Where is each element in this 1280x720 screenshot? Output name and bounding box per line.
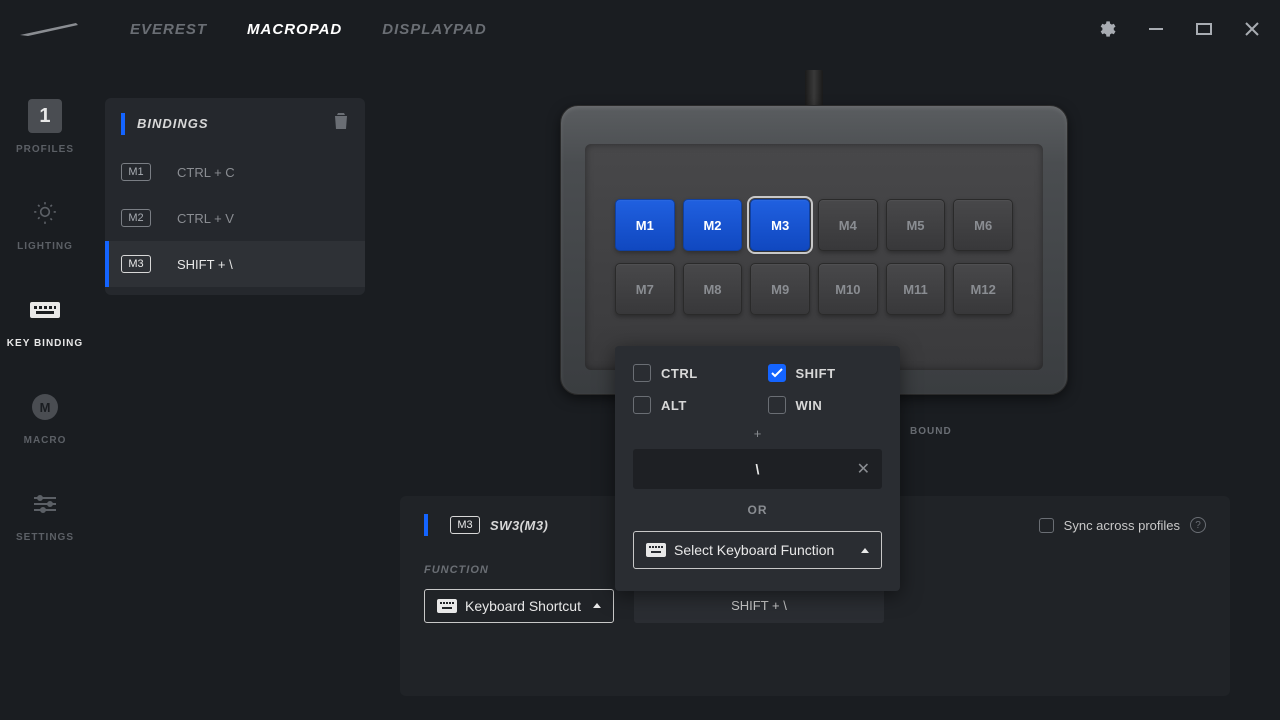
dropdown-label: Keyboard Shortcut bbox=[465, 598, 581, 614]
config-key-badge: M3 bbox=[450, 516, 480, 534]
sync-label: Sync across profiles bbox=[1064, 518, 1180, 533]
bindings-panel: BINDINGS M1 CTRL + C M2 CTRL + V M3 SHIF… bbox=[105, 98, 365, 295]
sync-checkbox[interactable] bbox=[1039, 518, 1054, 533]
modifier-label: ALT bbox=[661, 398, 687, 413]
accent-bar bbox=[121, 113, 125, 135]
sidebar-label-keybinding: KEY BINDING bbox=[7, 338, 83, 349]
modifier-label: CTRL bbox=[661, 366, 698, 381]
modifier-label: WIN bbox=[796, 398, 823, 413]
topbar: EVEREST MACROPAD DISPLAYPAD bbox=[0, 0, 1280, 58]
function-dropdown[interactable]: Keyboard Shortcut bbox=[424, 589, 614, 623]
macro-key-m6[interactable]: M6 bbox=[953, 199, 1013, 251]
sidebar-label-settings: SETTINGS bbox=[16, 532, 74, 543]
caret-up-icon bbox=[593, 603, 601, 608]
macro-key-m9[interactable]: M9 bbox=[750, 263, 810, 315]
caret-up-icon bbox=[861, 548, 869, 553]
key-badge: M1 bbox=[121, 163, 151, 181]
checkbox[interactable] bbox=[768, 396, 786, 414]
sidebar-item-profiles[interactable]: 1 PROFILES bbox=[16, 98, 74, 155]
macro-key-m12[interactable]: M12 bbox=[953, 263, 1013, 315]
window-controls bbox=[1096, 19, 1260, 39]
tab-displaypad[interactable]: DISPLAYPAD bbox=[382, 21, 486, 38]
keyboard-icon bbox=[646, 543, 666, 557]
sliders-icon bbox=[27, 486, 63, 522]
macro-key-m2[interactable]: M2 bbox=[683, 199, 743, 251]
macro-key-m11[interactable]: M11 bbox=[886, 263, 946, 315]
device-tabs: EVEREST MACROPAD DISPLAYPAD bbox=[130, 21, 487, 38]
shortcut-popup: CTRL SHIFT ALT WIN + \ ✕ OR Select Keybo… bbox=[615, 346, 900, 591]
bound-legend: BOUND bbox=[910, 426, 952, 437]
tab-everest[interactable]: EVEREST bbox=[130, 21, 207, 38]
modifier-grid: CTRL SHIFT ALT WIN bbox=[633, 364, 882, 414]
close-icon[interactable] bbox=[1244, 21, 1260, 37]
key-input-value: \ bbox=[756, 461, 760, 477]
sidebar-item-settings[interactable]: SETTINGS bbox=[16, 486, 74, 543]
modifier-shift[interactable]: SHIFT bbox=[768, 364, 883, 382]
binding-label: SHIFT + \ bbox=[177, 257, 233, 272]
checkbox[interactable] bbox=[633, 364, 651, 382]
macro-icon: M bbox=[27, 389, 63, 425]
logo bbox=[20, 19, 90, 39]
checkbox[interactable] bbox=[768, 364, 786, 382]
binding-label: CTRL + C bbox=[177, 165, 235, 180]
select-keyboard-function-button[interactable]: Select Keyboard Function bbox=[633, 531, 882, 569]
lightbulb-icon bbox=[27, 195, 63, 231]
macro-key-m7[interactable]: M7 bbox=[615, 263, 675, 315]
maximize-icon[interactable] bbox=[1196, 21, 1212, 37]
macro-key-m10[interactable]: M10 bbox=[818, 263, 878, 315]
sync-area: Sync across profiles ? bbox=[1039, 517, 1206, 533]
sidebar-label-profiles: PROFILES bbox=[16, 144, 74, 155]
keyboard-icon bbox=[27, 292, 63, 328]
function-row: Keyboard Shortcut SHIFT + \ bbox=[424, 588, 1206, 623]
left-sidebar: 1 PROFILES LIGHTING KEY BINDING M MACRO … bbox=[0, 58, 90, 720]
modifier-win[interactable]: WIN bbox=[768, 396, 883, 414]
config-title: SW3(M3) bbox=[490, 518, 548, 533]
trash-icon[interactable] bbox=[333, 112, 349, 135]
sidebar-label-macro: MACRO bbox=[24, 435, 67, 446]
checkbox[interactable] bbox=[633, 396, 651, 414]
modifier-label: SHIFT bbox=[796, 366, 836, 381]
macro-key-m5[interactable]: M5 bbox=[886, 199, 946, 251]
profile-number: 1 bbox=[28, 99, 62, 133]
binding-row-m1[interactable]: M1 CTRL + C bbox=[105, 149, 365, 195]
tab-macropad[interactable]: MACROPAD bbox=[247, 21, 342, 38]
sidebar-item-macro[interactable]: M MACRO bbox=[24, 389, 67, 446]
or-separator: OR bbox=[633, 503, 882, 517]
minimize-icon[interactable] bbox=[1148, 21, 1164, 37]
gear-icon[interactable] bbox=[1096, 19, 1116, 39]
macro-key-m4[interactable]: M4 bbox=[818, 199, 878, 251]
macro-key-m8[interactable]: M8 bbox=[683, 263, 743, 315]
modifier-ctrl[interactable]: CTRL bbox=[633, 364, 748, 382]
key-badge: M2 bbox=[121, 209, 151, 227]
sidebar-label-lighting: LIGHTING bbox=[17, 241, 73, 252]
help-icon[interactable]: ? bbox=[1190, 517, 1206, 533]
key-badge: M3 bbox=[121, 255, 151, 273]
bindings-title: BINDINGS bbox=[137, 116, 209, 131]
key-input[interactable]: \ ✕ bbox=[633, 449, 882, 489]
binding-label: CTRL + V bbox=[177, 211, 234, 226]
modifier-alt[interactable]: ALT bbox=[633, 396, 748, 414]
binding-row-m3[interactable]: M3 SHIFT + \ bbox=[105, 241, 365, 287]
plus-separator: + bbox=[633, 426, 882, 441]
sidebar-item-lighting[interactable]: LIGHTING bbox=[17, 195, 73, 252]
keyboard-icon bbox=[437, 599, 457, 613]
macro-key-m1[interactable]: M1 bbox=[615, 199, 675, 251]
bindings-header: BINDINGS bbox=[105, 98, 365, 149]
clear-icon[interactable]: ✕ bbox=[857, 459, 870, 479]
key-row-1: M1 M2 M3 M4 M5 M6 bbox=[615, 199, 1013, 251]
device-area: M1 M2 M3 M4 M5 M6 M7 M8 M9 M10 M11 M12 bbox=[560, 70, 1070, 390]
sidebar-item-keybinding[interactable]: KEY BINDING bbox=[7, 292, 83, 349]
button-label: Select Keyboard Function bbox=[674, 542, 834, 558]
key-row-2: M7 M8 M9 M10 M11 M12 bbox=[615, 263, 1013, 315]
shortcut-display: SHIFT + \ bbox=[634, 588, 884, 623]
accent-bar bbox=[424, 514, 428, 536]
binding-row-m2[interactable]: M2 CTRL + V bbox=[105, 195, 365, 241]
device-cable bbox=[805, 70, 823, 110]
macro-key-m3[interactable]: M3 bbox=[750, 199, 810, 251]
device-keygrid: M1 M2 M3 M4 M5 M6 M7 M8 M9 M10 M11 M12 bbox=[585, 144, 1043, 370]
